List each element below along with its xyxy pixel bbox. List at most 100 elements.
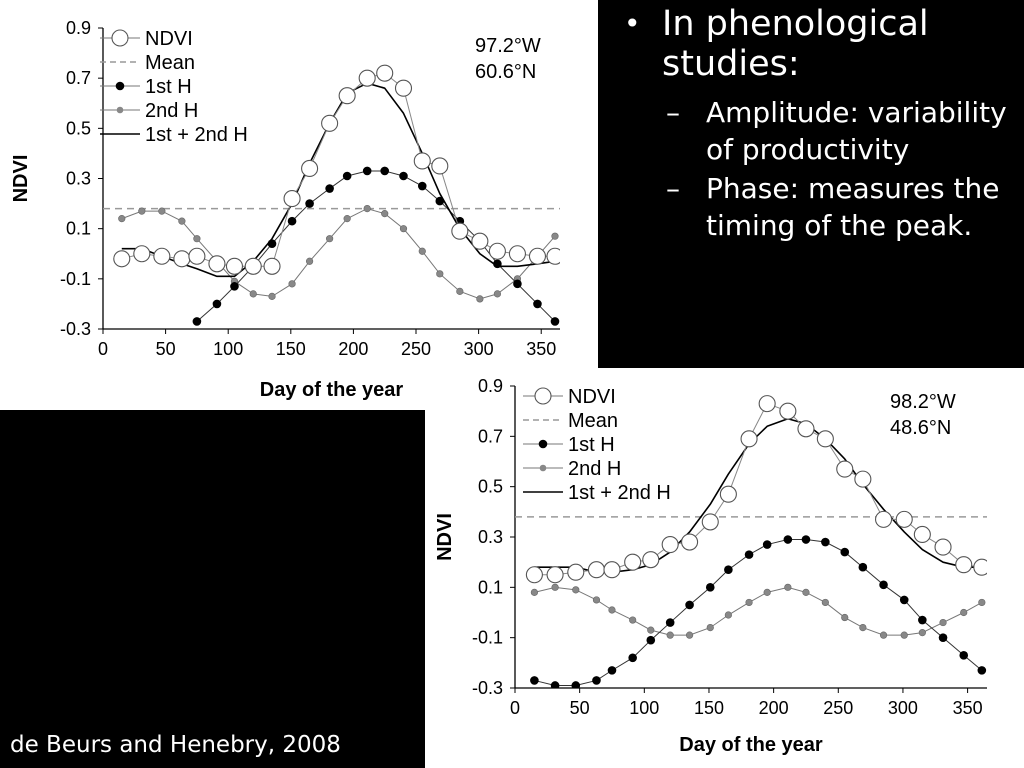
- first-harmonic-point: [550, 317, 560, 326]
- y-tick-label: 0.9: [66, 18, 91, 38]
- ndvi-point: [133, 245, 151, 263]
- chart-2-panel: -0.3 -0.1 0.1 0.3 0.5 0.7 0.9 0 50 100 150 200 250 30…: [425, 368, 1024, 768]
- first-harmonic-point: [801, 535, 811, 544]
- sub-bullet-text: Amplitude: variability of productivity: [706, 96, 1007, 166]
- first-harmonic-point: [212, 299, 222, 309]
- second-harmonic-point: [745, 598, 753, 607]
- ndvi-point: [508, 245, 526, 263]
- first-harmonic-point: [530, 676, 539, 685]
- first-harmonic-point: [399, 171, 408, 181]
- ndvi-point: [208, 255, 226, 273]
- legend-label: 1st H: [568, 434, 615, 456]
- chart-1-panel: -0.3 -0.1 0.1 0.3 0.5 0.7 0.9 0 50 100 150 200 250 30…: [0, 0, 598, 410]
- second-harmonic-point: [592, 596, 601, 604]
- first-harmonic-point: [342, 171, 352, 181]
- ndvi-point: [681, 533, 699, 551]
- coordinate-annotation: 98.2°W: [890, 391, 956, 413]
- first-harmonic-point: [918, 615, 927, 625]
- second-harmonic-point: [841, 613, 849, 622]
- first-harmonic-point: [192, 317, 202, 326]
- ndvi-point: [376, 64, 394, 82]
- y-axis-title: NDVI: [434, 513, 456, 561]
- ndvi-point: [451, 222, 469, 240]
- first-harmonic-point: [571, 681, 581, 688]
- second-harmonic-point: [608, 606, 616, 614]
- main-bullet-text: In phenological studies:: [662, 4, 929, 84]
- second-harmonic-point: [288, 280, 296, 288]
- second-harmonic-point: [647, 626, 655, 634]
- ndvi-point: [758, 395, 776, 413]
- second-harmonic-point: [572, 586, 580, 594]
- legend-swatch-ndvi: [111, 29, 129, 47]
- second-harmonic-point: [118, 215, 126, 223]
- first-harmonic-point: [899, 595, 909, 605]
- first-harmonic-point: [533, 299, 542, 309]
- legend-label: NDVI: [145, 28, 193, 50]
- second-harmonic-point: [666, 631, 674, 639]
- x-tick-label: 100: [213, 339, 243, 359]
- second-harmonic-point: [706, 624, 714, 632]
- second-harmonic-point: [249, 290, 257, 298]
- first-harmonic-point: [267, 239, 277, 249]
- chart-1: -0.3 -0.1 0.1 0.3 0.5 0.7 0.9 0 50 100 150 200 250 30…: [10, 18, 560, 401]
- second-harmonic-point: [399, 225, 408, 233]
- ndvi-point: [797, 420, 815, 438]
- second-harmonic-point: [363, 205, 371, 213]
- ndvi-point: [283, 190, 301, 208]
- ndvi-point: [488, 242, 506, 260]
- y-tick-label: 0.7: [478, 426, 503, 446]
- first-harmonic-point: [550, 681, 560, 688]
- x-tick-label: 250: [401, 339, 431, 359]
- y-tick-label: -0.1: [60, 269, 91, 289]
- second-harmonic-point: [900, 631, 908, 639]
- first-harmonic-point: [305, 199, 314, 208]
- y-tick-label: 0.5: [478, 477, 503, 497]
- second-harmonic-point: [305, 257, 314, 265]
- x-tick-label: 350: [953, 698, 983, 718]
- x-tick-label: 300: [464, 339, 494, 359]
- second-harmonic-point: [343, 215, 351, 223]
- first-harmonic-point: [705, 583, 715, 592]
- first-harmonic-point: [665, 618, 675, 627]
- first-harmonic-point: [858, 562, 868, 572]
- ndvi-point: [779, 402, 797, 420]
- legend-label: Mean: [568, 410, 618, 432]
- first-harmonic-point: [685, 600, 694, 610]
- ndvi-point: [740, 430, 758, 448]
- coordinate-annotation: 60.6°N: [475, 61, 536, 83]
- citation-credit: de Beurs and Henebry, 2008: [10, 732, 341, 758]
- ndvi-point: [874, 510, 893, 528]
- second-harmonic-point: [918, 629, 926, 637]
- first-harmonic-point: [821, 537, 830, 547]
- ndvi-point: [973, 558, 987, 576]
- ndvi-point: [528, 247, 547, 265]
- x-tick-label: 150: [694, 698, 724, 718]
- plot-area: [103, 64, 560, 326]
- first-harmonic-point: [938, 633, 948, 642]
- x-tick-label: 50: [570, 698, 590, 718]
- second-harmonic-point: [939, 618, 947, 627]
- legend-swatch-second-harmonic: [539, 464, 547, 472]
- ndvi-point: [546, 566, 564, 584]
- first-harmonic-point: [724, 565, 733, 575]
- ndvi-point: [525, 566, 543, 584]
- second-harmonic-point: [763, 588, 771, 596]
- ndvi-point: [301, 159, 319, 178]
- y-tick-label: 0.7: [66, 68, 91, 88]
- main-bullet: • In phenological studies:: [612, 4, 1022, 84]
- second-harmonic-point: [493, 290, 501, 298]
- first-harmonic-line: [534, 539, 983, 686]
- coordinate-annotation: 48.6°N: [890, 417, 951, 439]
- legend-label: Mean: [145, 52, 195, 74]
- x-axis-title: Day of the year: [679, 734, 823, 756]
- sub-bullet-text: Phase: measures the timing of the peak.: [706, 172, 1000, 242]
- second-harmonic-point: [193, 235, 201, 243]
- legend-label: 1st + 2nd H: [568, 482, 671, 504]
- y-tick-label: 0.1: [478, 577, 503, 597]
- ndvi-point: [854, 470, 872, 488]
- legend-label: 2nd H: [145, 100, 198, 122]
- second-harmonic-point: [960, 608, 968, 617]
- second-harmonic-point: [784, 583, 792, 591]
- x-tick-label: 100: [629, 698, 659, 718]
